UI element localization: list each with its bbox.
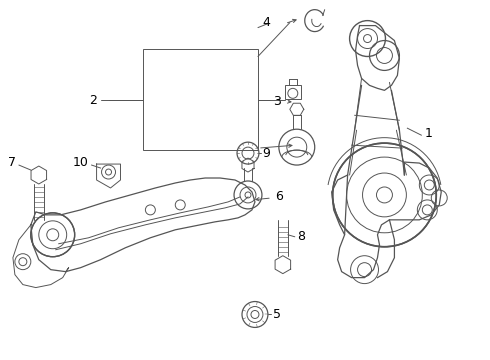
Bar: [285, 85, 301, 99]
Circle shape: [31, 213, 74, 257]
Circle shape: [333, 143, 436, 247]
Text: 6: 6: [275, 190, 283, 203]
Text: 1: 1: [424, 127, 432, 140]
Text: 3: 3: [273, 95, 281, 108]
Text: 7: 7: [8, 156, 16, 168]
Text: 4: 4: [262, 16, 270, 29]
Text: 5: 5: [273, 308, 281, 321]
Text: 8: 8: [297, 230, 305, 243]
Text: 9: 9: [262, 147, 270, 159]
Text: 10: 10: [73, 156, 89, 168]
Bar: [144, 49, 258, 150]
Text: 2: 2: [89, 94, 97, 107]
